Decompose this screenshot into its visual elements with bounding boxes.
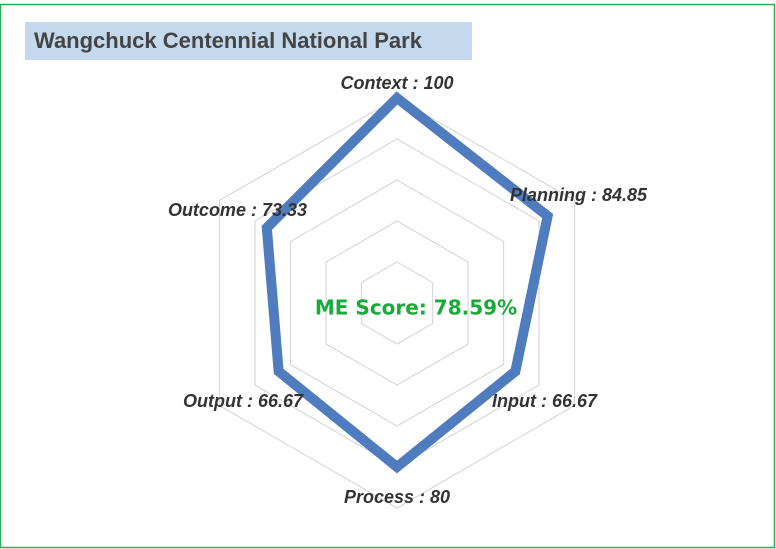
category-label: Context bbox=[340, 73, 408, 93]
value-label: 73.33 bbox=[262, 200, 307, 220]
category-label: Process bbox=[344, 487, 414, 507]
label-separator: : bbox=[586, 185, 602, 205]
chart-title: Wangchuck Centennial National Park bbox=[34, 28, 423, 53]
point-label: Planning : 84.85 bbox=[510, 185, 648, 205]
point-label: Context : 100 bbox=[340, 73, 453, 93]
value-label: 66.67 bbox=[552, 391, 598, 411]
annotation: ME Score: 78.59% bbox=[315, 296, 517, 320]
value-label: 100 bbox=[423, 73, 453, 93]
category-label: Planning bbox=[510, 185, 586, 205]
label-separator: : bbox=[414, 487, 430, 507]
point-label: Outcome : 73.33 bbox=[168, 200, 307, 220]
category-label: Input bbox=[492, 391, 537, 411]
value-label: 66.67 bbox=[258, 391, 304, 411]
value-label: 80 bbox=[430, 487, 450, 507]
point-label: Output : 66.67 bbox=[183, 391, 304, 411]
title-box bbox=[25, 22, 472, 60]
grid-ring bbox=[289, 179, 505, 427]
grid-ring bbox=[218, 97, 576, 509]
label-separator: : bbox=[407, 73, 423, 93]
category-label: Outcome bbox=[168, 200, 246, 220]
grid-ring bbox=[360, 261, 434, 345]
point-label: Process : 80 bbox=[344, 487, 450, 507]
point-label: Input : 66.67 bbox=[492, 391, 598, 411]
value-label: 84.85 bbox=[602, 185, 648, 205]
category-label: Output bbox=[183, 391, 243, 411]
grid-ring bbox=[325, 220, 469, 386]
label-separator: : bbox=[242, 391, 258, 411]
radar-line bbox=[261, 91, 554, 474]
label-separator: : bbox=[536, 391, 552, 411]
label-separator: : bbox=[246, 200, 262, 220]
